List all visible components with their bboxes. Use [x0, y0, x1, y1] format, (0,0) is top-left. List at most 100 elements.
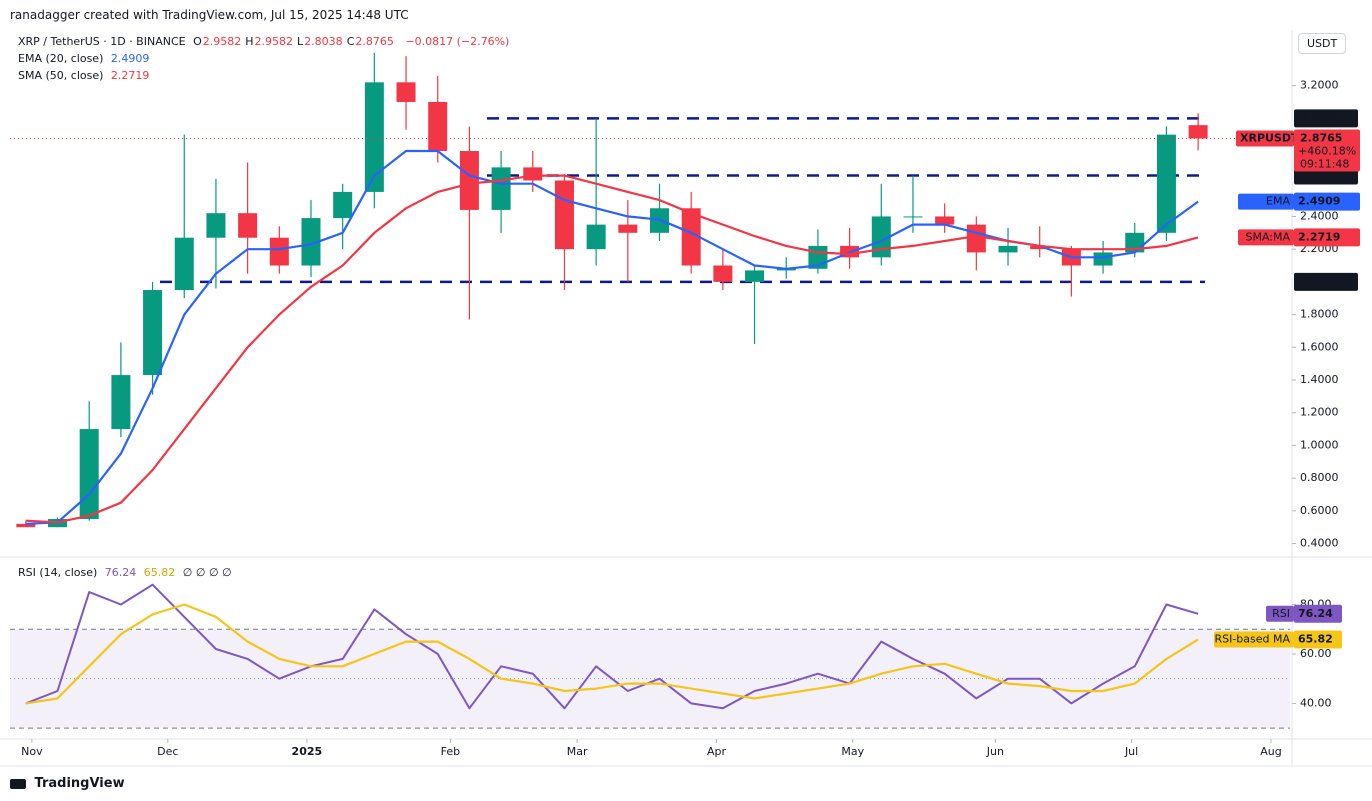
- symbol-badge: XRPUSDT: [1240, 132, 1299, 145]
- rsi-ma-value: 65.82: [143, 566, 176, 579]
- series-badge: 2.4909: [1298, 195, 1340, 208]
- level-badge-bg: [1294, 272, 1358, 291]
- ohlc: O2.9582 H2.9582 L2.8038 C2.8765: [193, 35, 398, 48]
- y-tick-label: 1.4000: [1300, 373, 1339, 386]
- rsi-legend: RSI (14, close) 76.24 65.82 ∅ ∅ ∅ ∅: [18, 566, 236, 579]
- candle-body: [16, 523, 36, 528]
- sma-name: SMA (50, close): [18, 69, 104, 82]
- candle-body: [174, 237, 194, 291]
- x-tick-label: Jul: [1124, 745, 1138, 758]
- candle-body: [713, 265, 733, 282]
- x-tick-label: Nov: [21, 745, 43, 758]
- candle-body: [206, 213, 226, 238]
- price-legend: XRP / TetherUS · 1D · BINANCE O2.9582 H2.…: [18, 35, 513, 48]
- candle-body: [586, 224, 606, 250]
- candle-body: [79, 429, 99, 520]
- y-tick-label: 40.00: [1300, 696, 1332, 709]
- x-tick-label: Jun: [986, 745, 1004, 758]
- candle-body: [491, 167, 511, 210]
- candle-body: [871, 216, 891, 258]
- ohlc-value: 2.9582: [254, 35, 294, 48]
- level-badge: 3.0000: [1300, 111, 1343, 124]
- series-line: [25, 174, 1199, 524]
- level-badge-bg: [1294, 109, 1358, 128]
- candle-body: [1188, 125, 1208, 139]
- level-badge: 2.6500: [1300, 169, 1343, 182]
- x-tick-label: 2025: [292, 745, 323, 758]
- candle-body: [523, 167, 543, 181]
- ohlc-key: C: [346, 35, 355, 48]
- countdown: 09:11:48: [1300, 158, 1349, 171]
- currency-button[interactable]: USDT: [1298, 33, 1347, 54]
- sma-legend: SMA (50, close) 2.2719: [18, 69, 153, 82]
- candle-body: [1156, 134, 1176, 233]
- brand: TradingView: [34, 776, 125, 791]
- series-badge-bg: [1294, 192, 1360, 211]
- rsi-value: 76.24: [104, 566, 137, 579]
- candle-body: [111, 375, 131, 430]
- rsi-label: RSI: [1272, 607, 1290, 620]
- candle-body: [143, 290, 163, 376]
- ema-value: 2.4909: [110, 52, 150, 65]
- candle-body: [459, 151, 479, 210]
- sma-value: 2.2719: [110, 69, 150, 82]
- candle-body: [333, 191, 353, 219]
- footer-logo: TradingView: [10, 776, 129, 791]
- y-tick-label: 1.0000: [1300, 438, 1339, 451]
- candle-body: [269, 237, 289, 266]
- rsi-badge: 76.24: [1298, 607, 1333, 620]
- candle-body: [301, 218, 321, 266]
- candle-body: [396, 82, 416, 102]
- y-tick-label: 0.8000: [1300, 471, 1339, 484]
- change: −0.0817 (−2.76%): [405, 35, 510, 48]
- x-tick-label: May: [841, 745, 864, 758]
- ohlc-value: 2.8038: [304, 35, 343, 48]
- series-line: [25, 603, 1199, 705]
- x-tick-label: Mar: [567, 745, 588, 758]
- price-badge-bg: [1294, 129, 1360, 172]
- candle-body: [903, 216, 923, 218]
- x-tick-label: Aug: [1260, 745, 1281, 758]
- series-badge-bg: [1294, 228, 1360, 247]
- rsi-badge-bg: [1294, 604, 1342, 623]
- candle-body: [681, 208, 701, 266]
- y-tick-label: 60.00: [1300, 647, 1332, 660]
- price-change: +460.18%: [1298, 145, 1356, 158]
- y-tick-label: 0.6000: [1300, 504, 1339, 517]
- x-tick-label: Feb: [441, 745, 460, 758]
- y-tick-label: 2.4000: [1300, 209, 1339, 222]
- ohlc-key: L: [297, 35, 304, 48]
- level-badge: 2.0000: [1300, 275, 1343, 288]
- rsi-extra: ∅ ∅ ∅ ∅: [182, 566, 232, 579]
- series-badge: 2.2719: [1298, 230, 1340, 243]
- ohlc-value: 2.8765: [355, 35, 394, 48]
- y-tick-label: 1.2000: [1300, 406, 1339, 419]
- candle-body: [364, 82, 384, 192]
- ohlc-key: O: [193, 35, 202, 48]
- candle-body: [618, 224, 638, 233]
- x-tick-label: Dec: [157, 745, 178, 758]
- rsi-name: RSI (14, close): [18, 566, 98, 579]
- candle-body: [966, 224, 986, 253]
- attribution: ranadagger created with TradingView.com,…: [10, 8, 409, 22]
- symbol: XRP / TetherUS · 1D · BINANCE: [18, 35, 186, 48]
- ema-legend: EMA (20, close) 2.4909: [18, 52, 153, 65]
- candle-body: [238, 213, 258, 238]
- ohlc-value: 2.9582: [202, 35, 242, 48]
- candle-body: [554, 180, 574, 250]
- rsi-ma-label: RSI-based MA: [1214, 633, 1290, 646]
- series-line: [25, 149, 1199, 525]
- rsi-ma-badge-bg: [1294, 630, 1342, 649]
- series-label: EMA: [1266, 195, 1290, 208]
- candle-body: [998, 245, 1018, 253]
- candle-body: [428, 101, 448, 152]
- x-tick-label: Apr: [707, 745, 727, 758]
- y-tick-label: 3.2000: [1300, 79, 1339, 92]
- ema-name: EMA (20, close): [18, 52, 104, 65]
- candle-body: [1093, 252, 1113, 266]
- price-badge: 2.8765: [1300, 132, 1342, 145]
- y-tick-label: 1.8000: [1300, 308, 1339, 321]
- rsi-ma-badge: 65.82: [1298, 633, 1333, 646]
